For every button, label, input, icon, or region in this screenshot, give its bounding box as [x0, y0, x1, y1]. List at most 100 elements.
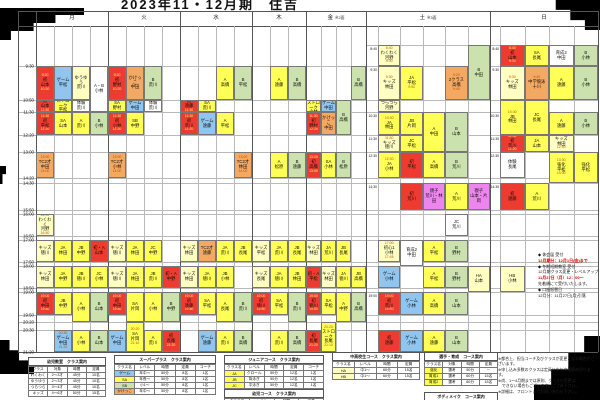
cell-text: 荒川: [148, 340, 158, 345]
cell-text: 遠藤: [292, 164, 302, 169]
schedule-cell: B 荒川: [234, 292, 252, 322]
legend-title: ボディメイク コース案内: [424, 392, 498, 400]
cell-text: ストローク: [307, 100, 320, 110]
cell-text: 高橋: [339, 116, 348, 122]
cell-text: 徳川: [112, 250, 122, 255]
grid-line-v: [366, 11, 367, 352]
cell-text: 林田: [184, 276, 194, 281]
cell-text: HA: [475, 273, 482, 279]
cell-text: 小林: [76, 306, 86, 311]
cell-text: 荒川: [532, 195, 542, 201]
cell-text: JA: [276, 271, 282, 277]
cell-text: JA: [276, 245, 282, 251]
legend-cell: 50分: [66, 390, 87, 397]
cell-text: 中田: [40, 164, 50, 169]
cell-text: ゲーム: [56, 335, 70, 341]
schedule-cell: TC2才 遠藤: [198, 240, 216, 262]
grid-line-h: [18, 236, 598, 237]
cell-text: 平松: [407, 142, 416, 148]
legend-cell: 15名: [85, 390, 107, 397]
cell-text: つらつら: [380, 100, 398, 106]
cell-text: 小林: [76, 340, 86, 345]
schedule-cell: B 小林: [573, 112, 598, 135]
cell-text: JC: [453, 219, 460, 225]
schedule-cell: キッズ 徳川: [108, 266, 126, 288]
cell-text: A: [432, 159, 436, 165]
time-label: 15:50: [23, 207, 34, 213]
time-label: 13:00: [23, 149, 34, 155]
cell-text: かけっこ: [322, 115, 335, 126]
cell-text: 21:20: [58, 344, 68, 349]
schedule-cell: B 山本: [445, 330, 468, 352]
schedule-cell: 19:00 初徳川 19:50: [306, 292, 321, 315]
cell-text: 8:40: [385, 45, 393, 50]
grid-line-v: [90, 26, 91, 352]
cell-text: 12:20: [507, 147, 517, 152]
cell-text: 野村: [112, 105, 122, 110]
cell-text: JC: [150, 245, 156, 251]
cell-text: B: [97, 117, 101, 123]
schedule-cell: ゲーム 遠藤: [198, 112, 216, 135]
cell-text: 平松: [238, 82, 248, 87]
cell-text: 19:00: [40, 293, 50, 298]
cell-text: 荒川: [148, 105, 158, 110]
cell-text: B: [97, 335, 101, 341]
schedule-cell: 11:30 初荒川 12:20: [180, 112, 198, 135]
cell-text: 遠藤: [202, 122, 212, 128]
notes-right: ◆ 休会届 受付 12月期分：12月1日(金)まで ◆ 冬期短期教室 受付 12月期ク…: [538, 252, 598, 298]
inner-time-label: 19:00: [368, 293, 378, 298]
cell-text: 9:30: [113, 73, 121, 78]
cell-text: SA: [204, 297, 210, 303]
note-line: 12月分：11月27日(月)引落: [538, 292, 586, 298]
schedule-cell: JA 平松 9:50: [400, 66, 423, 100]
cell-text: 山本: [474, 278, 484, 283]
cell-text: 13:00: [309, 155, 318, 160]
note-line: ※申し込み多数のクラスは定員になり次第締め切ります。: [498, 366, 591, 378]
cell-text: SB: [132, 117, 138, 123]
cell-text: 中田: [429, 131, 439, 136]
cell-text: キッズ: [322, 271, 335, 277]
note-line: 先着順にて受付いたします。: [538, 280, 590, 286]
legend-cell: かけっこ: [113, 388, 136, 395]
cell-text: 中学競泳: [528, 79, 546, 85]
time-label: 17:50: [23, 259, 34, 265]
schedule-cell: 初・A 山本: [90, 240, 108, 262]
cell-text: 平松: [309, 276, 318, 281]
cell-text: 初: [186, 297, 192, 303]
schedule-cell: 初・A 平松: [306, 266, 321, 288]
schedule-cell: 8:40 わくわく 河野 9:30: [378, 45, 401, 66]
cell-text: ストローク: [56, 100, 70, 108]
schedule-cell: JA 徳川: [198, 266, 216, 288]
schedule-cell: B 高橋: [234, 330, 252, 352]
schedule-cell: B 中田: [467, 45, 490, 100]
cell-text: 体験: [148, 100, 158, 106]
schedule-cell: JA 荒川: [216, 240, 234, 262]
cell-text: JA: [60, 271, 66, 277]
schedule-cell: キッズ 林田: [180, 266, 198, 288]
schedule-cell: 体験 荒川: [144, 100, 162, 112]
cell-text: 荒川: [452, 195, 461, 201]
page-title: 2023年11・12月期 住吉: [120, 0, 300, 12]
cell-text: 高橋: [292, 340, 302, 345]
grid-line-v: [144, 26, 145, 352]
cell-text: 荒川: [76, 105, 86, 110]
legend-cell: 60分: [375, 373, 399, 380]
note-line: 11月27日（月）12：00〜: [538, 275, 584, 281]
time-label: 20:20: [23, 319, 34, 325]
schedule-cell: JA 荒川: [321, 240, 336, 262]
schedule-cell: JC 小林: [90, 266, 108, 288]
cell-text: 林田: [309, 250, 318, 255]
schedule-cell: B 山本: [445, 112, 468, 152]
cell-text: 徳川: [76, 276, 86, 281]
cell-text: B: [151, 77, 155, 83]
time-label: 14:20: [23, 175, 34, 181]
cell-text: 8:40: [508, 45, 516, 50]
schedule-cell: HA 山本: [467, 266, 490, 292]
cell-text: 荒川: [507, 142, 517, 148]
grid-line-v: [549, 26, 550, 352]
cell-text: 9:30: [385, 75, 393, 80]
cell-text: B: [454, 335, 458, 341]
cell-text: SA: [204, 100, 210, 106]
cell-text: 山本: [94, 306, 104, 311]
day-header-日: 日: [541, 15, 547, 21]
